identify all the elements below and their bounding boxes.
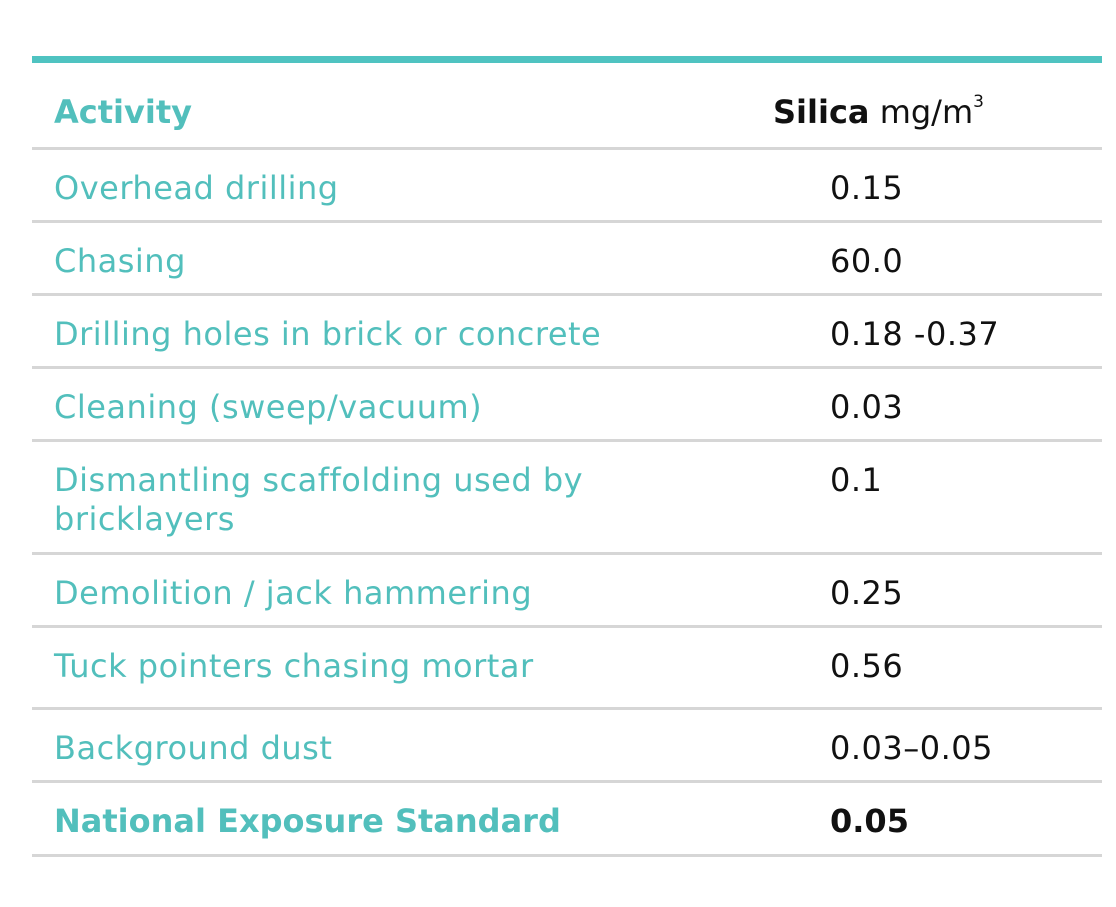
activity-cell: Dismantling scaffolding used by bricklay… <box>54 461 584 538</box>
silica-value-cell: 0.15 <box>830 169 904 207</box>
silica-value-cell: 0.25 <box>830 574 904 612</box>
silica-value-cell: 0.03 <box>830 388 904 426</box>
table-row: Drilling holes in brick or concrete 0.18… <box>32 296 1102 369</box>
silica-value-cell: 0.1 <box>830 461 883 499</box>
table-row: Chasing 60.0 <box>32 223 1102 296</box>
silica-column-header: Silica mg/m3 <box>773 93 984 132</box>
silica-value-cell: 0.03–0.05 <box>830 729 993 767</box>
table-row: Dismantling scaffolding used by bricklay… <box>32 442 1102 555</box>
standard-label: National Exposure Standard <box>54 802 561 840</box>
activity-cell: Drilling holes in brick or concrete <box>54 315 602 353</box>
activity-cell: Background dust <box>54 729 333 767</box>
national-exposure-standard-row: National Exposure Standard 0.05 <box>32 783 1102 857</box>
silica-unit: mg/m <box>879 93 974 131</box>
table-row: Tuck pointers chasing mortar 0.56 <box>32 628 1102 710</box>
table-header-row: Activity Silica mg/m3 <box>32 63 1102 150</box>
table-top-rule <box>32 56 1102 63</box>
activity-cell: Demolition / jack hammering <box>54 574 533 612</box>
silica-value-cell: 60.0 <box>830 242 904 280</box>
table-row: Background dust 0.03–0.05 <box>32 710 1102 783</box>
activity-cell: Cleaning (sweep/vacuum) <box>54 388 483 426</box>
silica-label: Silica <box>773 93 870 131</box>
silica-value-cell: 0.18 -0.37 <box>830 315 1000 353</box>
activity-column-header: Activity <box>54 93 192 131</box>
silica-unit-superscript: 3 <box>973 92 984 113</box>
standard-value: 0.05 <box>830 802 909 840</box>
table-row: Demolition / jack hammering 0.25 <box>32 555 1102 628</box>
activity-cell: Tuck pointers chasing mortar <box>54 647 534 685</box>
silica-exposure-table: Activity Silica mg/m3 Overhead drilling … <box>32 56 1102 857</box>
table-row: Cleaning (sweep/vacuum) 0.03 <box>32 369 1102 442</box>
table-row: Overhead drilling 0.15 <box>32 150 1102 223</box>
activity-cell: Chasing <box>54 242 186 280</box>
activity-cell: Overhead drilling <box>54 169 339 207</box>
silica-value-cell: 0.56 <box>830 647 904 685</box>
